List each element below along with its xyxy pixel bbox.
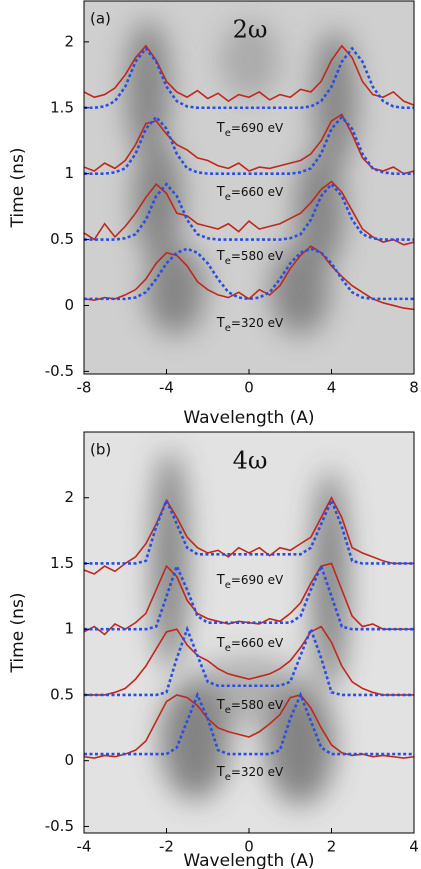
x-tick-label: -4 <box>159 379 174 397</box>
data-line <box>84 44 414 106</box>
y-tick-label: 0.5 <box>50 685 74 703</box>
y-tick-label: 1.5 <box>50 554 74 572</box>
data-line <box>84 180 414 246</box>
x-tick-label: 4 <box>409 838 419 856</box>
y-tick-label: 1.5 <box>50 98 74 116</box>
annotation-sub: e <box>225 705 231 716</box>
y-axis-label: Time (ns) <box>8 593 28 674</box>
x-tick-label: 8 <box>409 379 419 397</box>
annotation-sub: e <box>225 256 231 267</box>
annotation-sub: e <box>225 772 231 783</box>
y-tick-label: 0.5 <box>50 230 74 248</box>
annotation-sub: e <box>225 128 231 139</box>
data-line <box>84 691 414 756</box>
annotation: Te=580 eV <box>216 249 284 268</box>
annotation-text: =320 eV <box>231 316 284 330</box>
annotation: Te=690 eV <box>216 121 284 140</box>
data-line <box>84 496 414 565</box>
y-tick-label: 0 <box>64 296 74 314</box>
data-line <box>84 247 414 301</box>
data-line <box>84 46 414 110</box>
x-tick-label: 0 <box>244 379 254 397</box>
plot-area <box>84 496 414 759</box>
annotation-text: =320 eV <box>231 765 284 779</box>
annotation-base: T <box>216 121 225 136</box>
data-line <box>84 625 414 696</box>
annotation-base: T <box>216 573 225 588</box>
y-tick-label: -0.5 <box>45 817 74 835</box>
data-line <box>84 113 414 175</box>
data-line <box>84 245 414 311</box>
x-tick-label: -2 <box>159 838 174 856</box>
x-axis-label: Wavelength (A) <box>183 408 314 428</box>
x-tick-label: -8 <box>77 379 92 397</box>
annotation-sub: e <box>225 580 231 591</box>
x-axis-label: Wavelength (A) <box>183 851 314 869</box>
annotation: Te=660 eV <box>216 636 284 655</box>
annotation-sub: e <box>225 643 231 654</box>
panel-label: (b) <box>90 441 111 459</box>
x-tick-label: -4 <box>77 838 92 856</box>
annotation: Te=580 eV <box>216 698 284 717</box>
y-tick-label: 2 <box>64 32 74 50</box>
annotation-base: T <box>216 636 225 651</box>
annotation-base: T <box>216 698 225 713</box>
annotation-text: =580 eV <box>231 698 284 712</box>
annotation-text: =660 eV <box>231 185 284 199</box>
data-line <box>84 694 414 759</box>
annotation: Te=660 eV <box>216 185 284 204</box>
data-line <box>84 496 414 575</box>
y-tick-label: 0 <box>64 751 74 769</box>
x-tick-label: 2 <box>327 838 337 856</box>
panel-title: 4ω <box>233 447 268 475</box>
annotation-base: T <box>216 316 225 331</box>
x-tick-label: 4 <box>327 379 337 397</box>
annotation-base: T <box>216 185 225 200</box>
panel-label: (a) <box>90 10 111 28</box>
data-line <box>84 115 414 175</box>
annotation-sub: e <box>225 192 231 203</box>
panel-a-background <box>84 1 414 374</box>
annotation-text: =690 eV <box>231 573 284 587</box>
annotation: Te=320 eV <box>216 765 284 784</box>
annotation-base: T <box>216 765 225 780</box>
data-line <box>84 625 414 697</box>
annotation-text: =660 eV <box>231 636 284 650</box>
y-tick-label: 1 <box>64 620 74 638</box>
annotation-text: =690 eV <box>231 121 284 135</box>
annotation-base: T <box>216 249 225 264</box>
y-tick-label: 1 <box>64 164 74 182</box>
y-axis-label: Time (ns) <box>8 148 28 229</box>
plot-area <box>84 44 414 311</box>
panel-b-background <box>84 432 414 833</box>
annotation: Te=690 eV <box>216 573 284 592</box>
y-tick-label: 2 <box>64 488 74 506</box>
data-line <box>84 562 414 631</box>
panel-title: 2ω <box>233 16 268 44</box>
x-tick-label: 0 <box>244 838 254 856</box>
annotation-text: =580 eV <box>231 249 284 263</box>
y-tick-label: -0.5 <box>45 362 74 380</box>
annotation: Te=320 eV <box>216 316 284 335</box>
annotation-sub: e <box>225 323 231 334</box>
